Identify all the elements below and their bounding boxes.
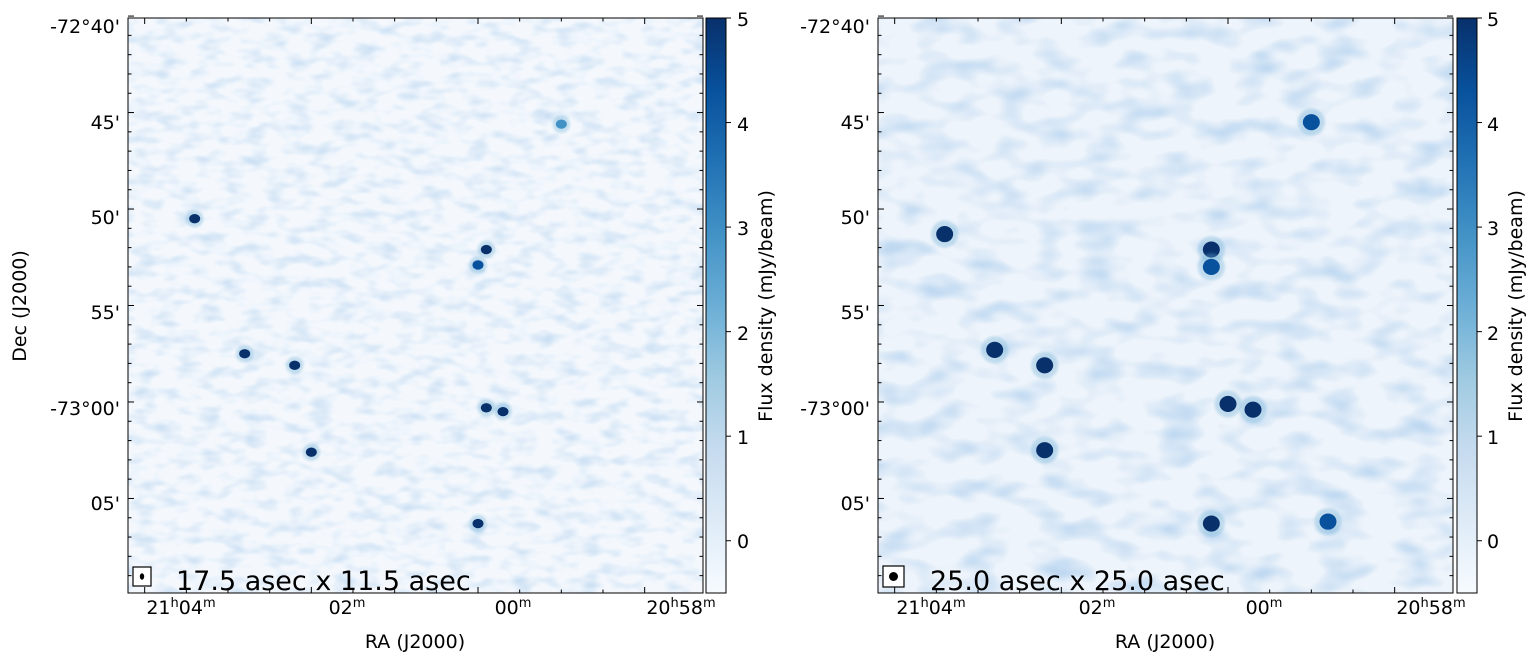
radio-source xyxy=(1202,241,1220,258)
colorbar-tick-label: 0 xyxy=(1487,531,1499,553)
beam-ellipse xyxy=(889,572,898,581)
radio-source xyxy=(1219,395,1237,412)
y-tick-label: 55' xyxy=(91,302,120,324)
x-axis-label: RA (J2000) xyxy=(1115,631,1215,653)
radio-source xyxy=(480,244,492,255)
colorbar-tick-label: 0 xyxy=(737,531,749,553)
colorbar-tick-label: 1 xyxy=(737,427,749,449)
radio-source xyxy=(497,406,509,417)
y-tick-label: 50' xyxy=(91,207,120,229)
colorbar xyxy=(1456,17,1478,594)
x-tick-label: 00m xyxy=(1246,596,1283,619)
x-tick-label: 02m xyxy=(329,596,366,619)
colorbar-tick-label: 2 xyxy=(737,323,749,345)
y-tick-label: -72°40' xyxy=(50,16,120,38)
y-tick-label: 05' xyxy=(91,493,120,515)
y-tick-label: -72°40' xyxy=(800,16,870,38)
colorbar-tick-label: 5 xyxy=(1487,9,1499,31)
radio-source xyxy=(936,226,954,243)
x-tick-label: 21h04m xyxy=(146,596,215,619)
colorbar-tick-label: 4 xyxy=(737,114,749,136)
radio-source xyxy=(1244,401,1262,418)
y-axis-label: Dec (J2000) xyxy=(9,250,31,362)
x-tick-label: 00m xyxy=(495,596,532,619)
colorbar-label: Flux density (mJy/beam) xyxy=(755,190,777,422)
radio-source xyxy=(480,403,492,413)
y-tick-label: -73°00' xyxy=(800,398,870,420)
colorbar-tick-label: 4 xyxy=(1487,114,1499,136)
radio-source xyxy=(472,260,484,270)
radio-source xyxy=(1036,442,1054,459)
radio-source xyxy=(1319,513,1337,530)
x-tick-label: 20h58m xyxy=(646,596,715,619)
beam-label: 25.0 asec x 25.0 asec xyxy=(930,566,1225,597)
colorbar-tick-label: 1 xyxy=(1487,427,1499,449)
y-tick-label: 55' xyxy=(841,302,870,324)
colorbar xyxy=(705,17,727,594)
radio-source xyxy=(305,447,317,457)
noise-background xyxy=(878,18,1453,593)
y-tick-label: 45' xyxy=(841,112,870,134)
panel-left: 17.5 asec x 11.5 asec 21h04m 02m 00m 20h… xyxy=(9,9,777,653)
y-tick-label: 05' xyxy=(841,493,870,515)
radio-source xyxy=(472,518,484,529)
radio-source xyxy=(1302,114,1320,131)
colorbar-tick-label: 3 xyxy=(1487,218,1499,240)
y-tick-label: 45' xyxy=(91,112,120,134)
colorbar-tick-label: 2 xyxy=(1487,323,1499,345)
y-tick-label: -73°00' xyxy=(50,398,120,420)
colorbar-tick-label: 5 xyxy=(737,9,749,31)
x-axis-label: RA (J2000) xyxy=(365,631,465,653)
radio-source xyxy=(239,349,251,359)
radio-source xyxy=(1036,357,1054,374)
x-tick-label: 02m xyxy=(1079,596,1116,619)
colorbar-label: Flux density (mJy/beam) xyxy=(1505,190,1527,422)
radio-source xyxy=(289,360,301,370)
radio-source xyxy=(1202,515,1220,532)
beam-label: 17.5 asec x 11.5 asec xyxy=(176,566,471,597)
beam-ellipse xyxy=(139,573,145,580)
radio-source xyxy=(986,341,1004,358)
panel-right: 25.0 asec x 25.0 asec 21h04m 02m 00m 20h… xyxy=(800,9,1527,653)
noise-background xyxy=(128,18,703,593)
x-tick-label: 21h04m xyxy=(896,596,965,619)
radio-source xyxy=(555,119,567,129)
radio-source xyxy=(189,213,201,224)
y-tick-label: 50' xyxy=(841,207,870,229)
radio-source xyxy=(1202,258,1220,275)
colorbar-tick-label: 3 xyxy=(737,218,749,240)
x-tick-label: 20h58m xyxy=(1396,596,1465,619)
